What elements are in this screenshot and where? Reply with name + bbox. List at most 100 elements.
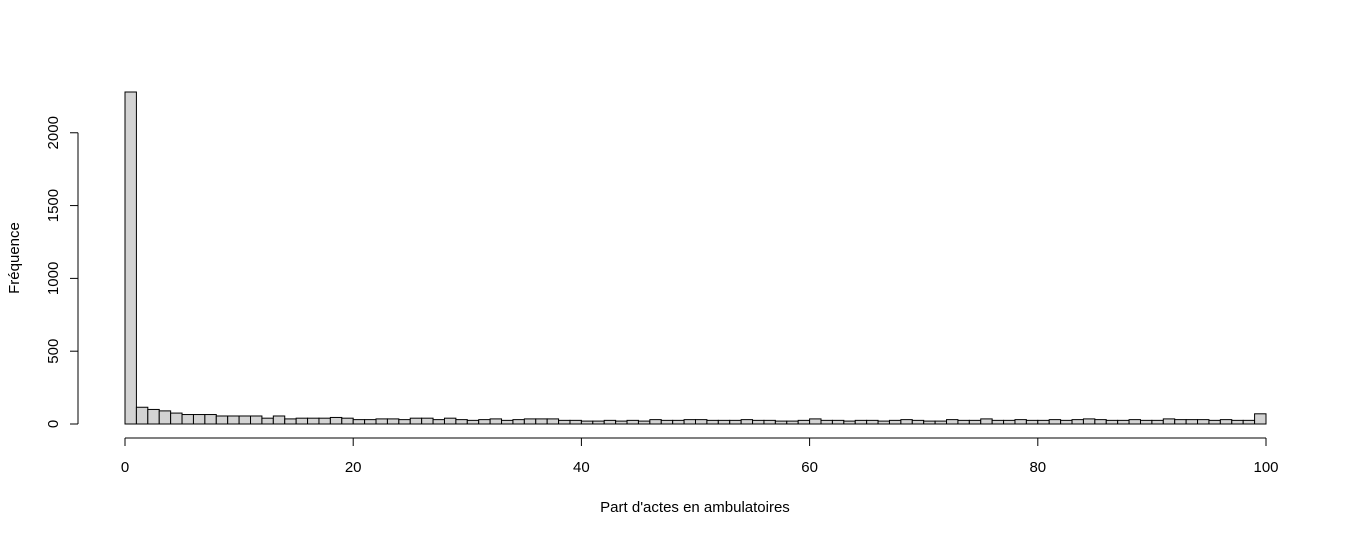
histogram-bar [1242,419,1256,425]
histogram-bar [729,419,742,425]
histogram-bar [1208,419,1221,425]
histogram-bar [295,417,309,425]
y-axis: 0 500 1000 1500 2000 [45,116,79,428]
histogram-bar [1105,419,1119,425]
histogram-bar [204,414,217,425]
histogram-bar [991,419,1005,425]
histogram-bar [603,419,617,425]
histogram-bar [569,419,582,425]
histogram-bar [421,417,434,425]
histogram-bar [227,415,240,425]
histogram-bar [238,415,252,425]
histogram-bar [443,417,457,425]
histogram-bar [386,418,400,425]
histogram-bar [820,419,833,425]
histogram-bar [615,420,628,425]
histogram-bar [1014,419,1027,425]
histogram-bar [923,420,936,425]
histogram-bar [877,420,890,425]
histogram-bar [809,418,822,425]
histogram-bar [866,419,879,425]
histogram-bar [1139,419,1153,425]
x-tick-label: 80 [1029,459,1046,476]
histogram-bar [797,419,811,425]
histogram-bar [946,419,959,425]
histogram-bar [341,417,354,425]
histogram-bar [523,418,537,425]
y-axis-title: Fréquence [6,222,23,294]
histogram-bar [980,418,993,425]
histogram-bar [1094,419,1107,425]
histogram-bar [706,419,719,425]
histogram-bar [1219,419,1233,425]
histogram-bar [1025,419,1039,425]
histogram-bar [1003,419,1016,425]
histogram-bar [181,414,194,425]
histogram-bar [1037,419,1050,425]
histogram-bar [660,419,674,425]
histogram-bar [432,419,445,425]
histogram-bar [1254,413,1267,425]
y-tick-label: 500 [45,339,62,364]
histogram-bar [1071,419,1084,425]
histogram-bar [501,419,514,425]
histogram-bar [592,420,605,425]
histogram-bar [1162,418,1176,425]
histogram-bar [375,418,388,425]
histogram-bar [398,419,411,425]
histogram-bar [1128,419,1141,425]
histogram-bar [307,417,320,425]
histogram-bar [135,406,149,425]
histogram-bar [774,420,788,425]
histogram-bar [489,418,503,425]
histogram-bar [740,419,754,425]
histogram-bar [1231,419,1244,425]
histogram-bar [683,419,697,425]
histogram-bar [284,418,297,425]
histogram-bar [1082,418,1096,425]
histogram-bar [409,417,423,425]
x-tick-label: 60 [801,459,818,476]
histogram-bar [580,420,594,425]
histogram-bar [649,419,662,425]
y-tick-label: 0 [45,420,62,428]
histogram-bar [261,417,274,425]
histogram-bar [1174,419,1187,425]
bars-group [124,91,1267,425]
histogram-bar [1185,419,1199,425]
y-tick-label: 1500 [45,189,62,222]
histogram-bar [192,414,206,425]
histogram-bar [1197,419,1210,425]
histogram-bar [329,416,343,425]
x-tick-label: 40 [573,459,590,476]
x-axis: 0 20 40 60 80 100 [121,437,1279,476]
histogram-bar [831,419,845,425]
histogram-bar [752,419,765,425]
histogram-bar [272,415,286,425]
histogram-bar [626,419,639,425]
x-tick-label: 20 [345,459,362,476]
histogram-bar [215,415,229,425]
histogram-bar [466,419,480,425]
histogram-bar [147,408,160,425]
histogram-bar [900,419,913,425]
histogram-bar [124,91,137,425]
histogram-bar [558,419,571,425]
x-tick-label: 100 [1253,459,1278,476]
histogram-bar [957,419,970,425]
histogram-bar [854,419,868,425]
histogram-bar [1151,419,1164,425]
histogram-bar [170,412,183,425]
histogram-bar [637,420,651,425]
histogram-bar [318,417,331,425]
histogram-bar [535,418,548,425]
histogram-bar [1060,419,1073,425]
histogram-bar [695,419,708,425]
x-tick-label: 0 [121,459,129,476]
histogram-bar [672,419,685,425]
x-axis-title: Part d'actes en ambulatoires [600,499,790,516]
y-tick-label: 2000 [45,116,62,149]
histogram-bar [968,419,982,425]
histogram-bar [158,410,172,425]
